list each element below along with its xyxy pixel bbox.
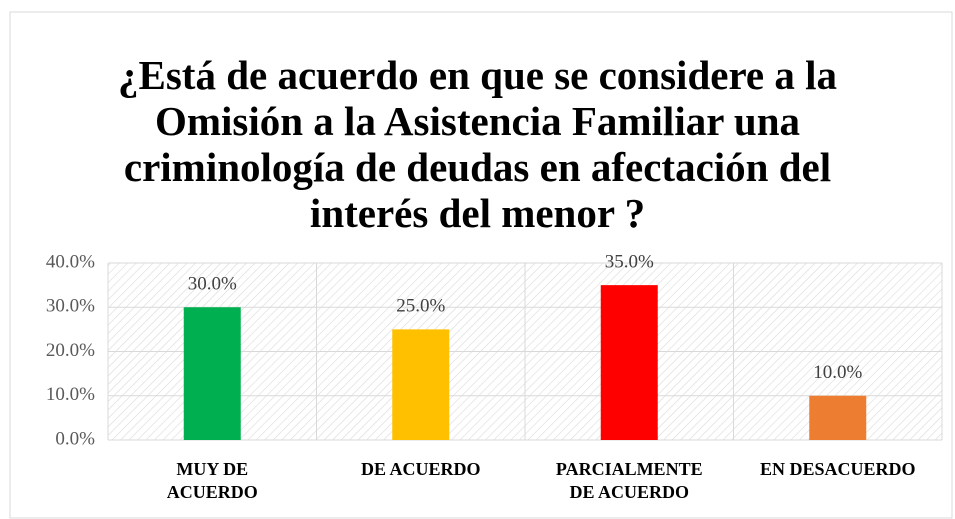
y-tick-label: 20.0% (46, 340, 95, 361)
chart-border (9, 11, 953, 519)
y-tick-label: 10.0% (46, 384, 95, 405)
bar (183, 307, 241, 440)
x-tick-label: MUY DE ACUERDO (166, 459, 258, 502)
value-label: 30.0% (188, 274, 237, 295)
chart-title: ¿Está de acuerdo en que se considere a l… (117, 52, 837, 236)
x-tick-label: PARCIALMENTE DE ACUERDO (555, 459, 703, 502)
value-label: 35.0% (605, 251, 654, 272)
bar (392, 329, 450, 440)
value-label: 10.0% (813, 362, 862, 383)
bar (809, 395, 867, 440)
x-tick-label: DE ACUERDO (360, 459, 481, 479)
y-tick-label: 0.0% (55, 428, 95, 449)
value-label: 25.0% (396, 296, 445, 317)
y-tick-label: 30.0% (46, 296, 95, 317)
y-tick-label: 40.0% (46, 251, 95, 272)
x-tick-label: EN DESACUERDO (759, 459, 916, 479)
bar (600, 285, 658, 440)
